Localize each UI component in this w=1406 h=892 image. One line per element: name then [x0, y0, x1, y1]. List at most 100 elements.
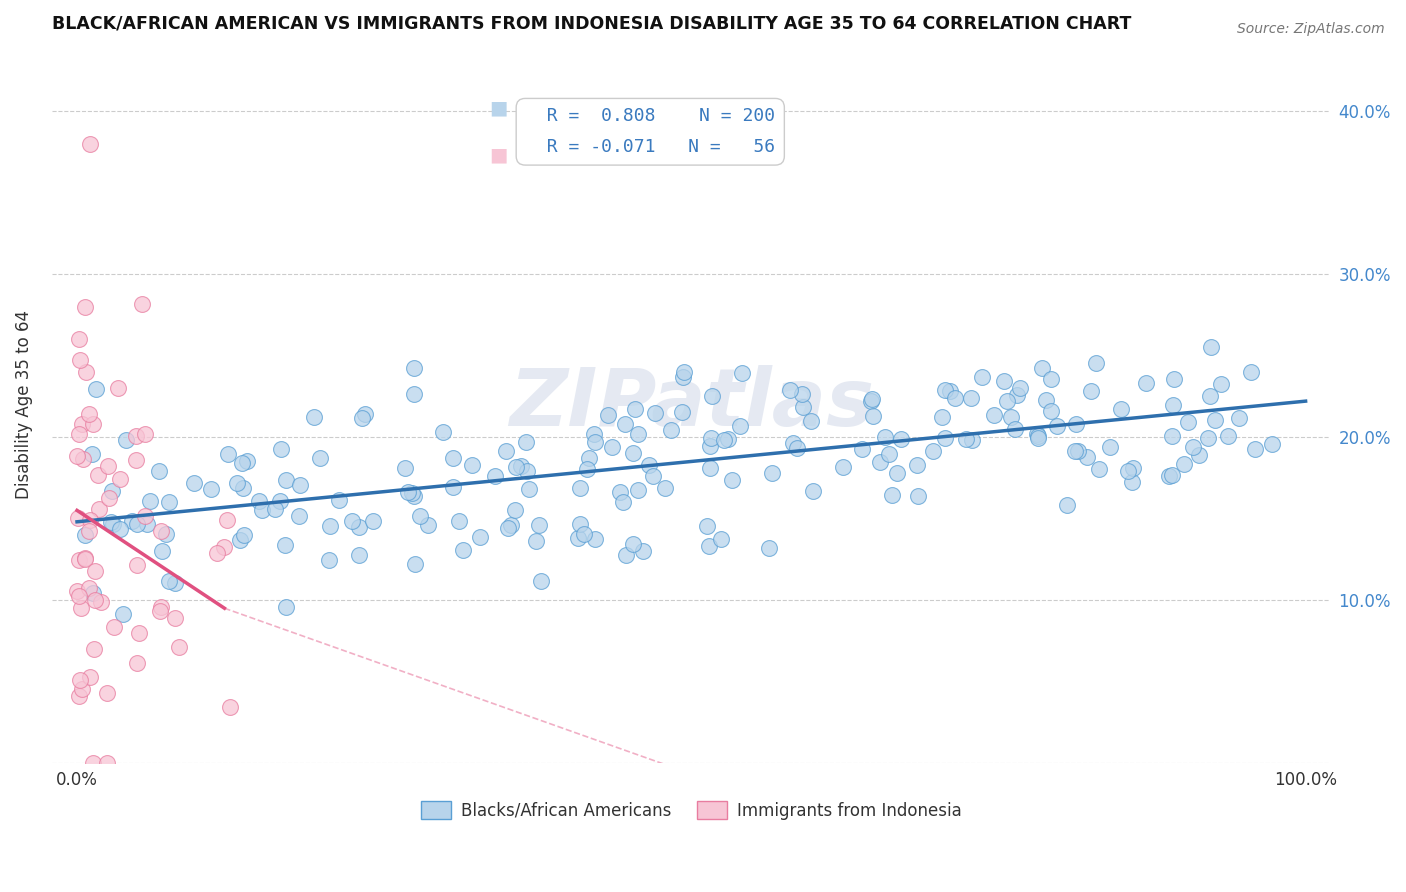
Point: [510, 458, 533, 473]
Point: [80, 447, 103, 461]
Point: [495, 443, 517, 458]
Point: [347, 548, 370, 562]
Point: [100, 515, 122, 529]
Point: [922, 444, 945, 458]
Point: [217, 446, 239, 460]
Point: [1098, 440, 1121, 454]
Point: [148, 604, 170, 618]
Point: [1122, 461, 1144, 475]
Point: [353, 407, 375, 421]
Point: [600, 440, 623, 454]
Point: [1056, 498, 1078, 512]
Point: [638, 458, 661, 472]
Point: [290, 478, 312, 492]
Point: [79, 136, 101, 151]
Point: [699, 460, 721, 475]
Point: [183, 476, 205, 491]
Point: [66, 584, 89, 599]
Point: [505, 459, 527, 474]
Point: [1173, 458, 1195, 472]
Point: [288, 509, 311, 524]
Point: [995, 394, 1018, 409]
Point: [69, 353, 91, 368]
Point: [97, 491, 120, 505]
Point: [108, 472, 131, 486]
Point: [131, 297, 153, 311]
Text: R =  0.808    N = 200
  R = -0.071   N =   56: R = 0.808 N = 200 R = -0.071 N = 56: [526, 107, 775, 156]
Y-axis label: Disability Age 35 to 64: Disability Age 35 to 64: [15, 310, 32, 499]
Point: [101, 517, 124, 532]
Point: [350, 411, 373, 425]
Point: [1035, 392, 1057, 407]
Point: [155, 527, 177, 541]
Point: [1243, 442, 1265, 456]
Point: [832, 459, 855, 474]
Point: [112, 607, 135, 621]
Point: [270, 442, 292, 457]
Point: [159, 574, 181, 588]
Point: [720, 474, 742, 488]
Point: [530, 574, 553, 588]
Point: [77, 581, 100, 595]
Point: [75, 551, 97, 566]
Point: [1199, 389, 1222, 403]
Point: [82, 417, 104, 431]
Point: [644, 406, 666, 420]
Point: [614, 548, 637, 562]
Point: [236, 453, 259, 467]
Point: [484, 469, 506, 483]
Point: [983, 408, 1005, 422]
Point: [905, 458, 928, 473]
Point: [945, 392, 967, 406]
Point: [1177, 415, 1199, 429]
Point: [627, 426, 650, 441]
Point: [792, 400, 814, 414]
Point: [1161, 398, 1184, 412]
Point: [955, 432, 977, 446]
Point: [877, 447, 900, 461]
Point: [499, 517, 522, 532]
Point: [66, 449, 89, 463]
Point: [75, 300, 97, 314]
Point: [83, 642, 105, 657]
Point: [633, 543, 655, 558]
Point: [1227, 410, 1250, 425]
Point: [157, 495, 180, 509]
Point: [219, 699, 242, 714]
Point: [529, 518, 551, 533]
Point: [1031, 361, 1053, 376]
Point: [1135, 376, 1157, 391]
Point: [790, 386, 813, 401]
Point: [934, 383, 956, 397]
Point: [67, 589, 90, 603]
Point: [1004, 422, 1026, 436]
Point: [869, 455, 891, 469]
Point: [96, 686, 118, 700]
Text: Source: ZipAtlas.com: Source: ZipAtlas.com: [1237, 22, 1385, 37]
Point: [84, 593, 107, 607]
Point: [205, 546, 228, 560]
Point: [72, 451, 94, 466]
Point: [82, 586, 104, 600]
Point: [163, 576, 186, 591]
Point: [641, 468, 664, 483]
Point: [1216, 429, 1239, 443]
Point: [496, 521, 519, 535]
Point: [67, 332, 90, 346]
Point: [398, 484, 420, 499]
Point: [269, 494, 291, 508]
Point: [960, 391, 983, 405]
Point: [1046, 419, 1069, 434]
Point: [69, 673, 91, 687]
Point: [1084, 356, 1107, 370]
Point: [970, 370, 993, 384]
Point: [468, 530, 491, 544]
Point: [1182, 440, 1205, 454]
Point: [1118, 465, 1140, 479]
Point: [114, 434, 136, 448]
Point: [150, 543, 173, 558]
Point: [231, 456, 253, 470]
Point: [993, 375, 1015, 389]
Point: [67, 426, 90, 441]
Point: [67, 689, 90, 703]
